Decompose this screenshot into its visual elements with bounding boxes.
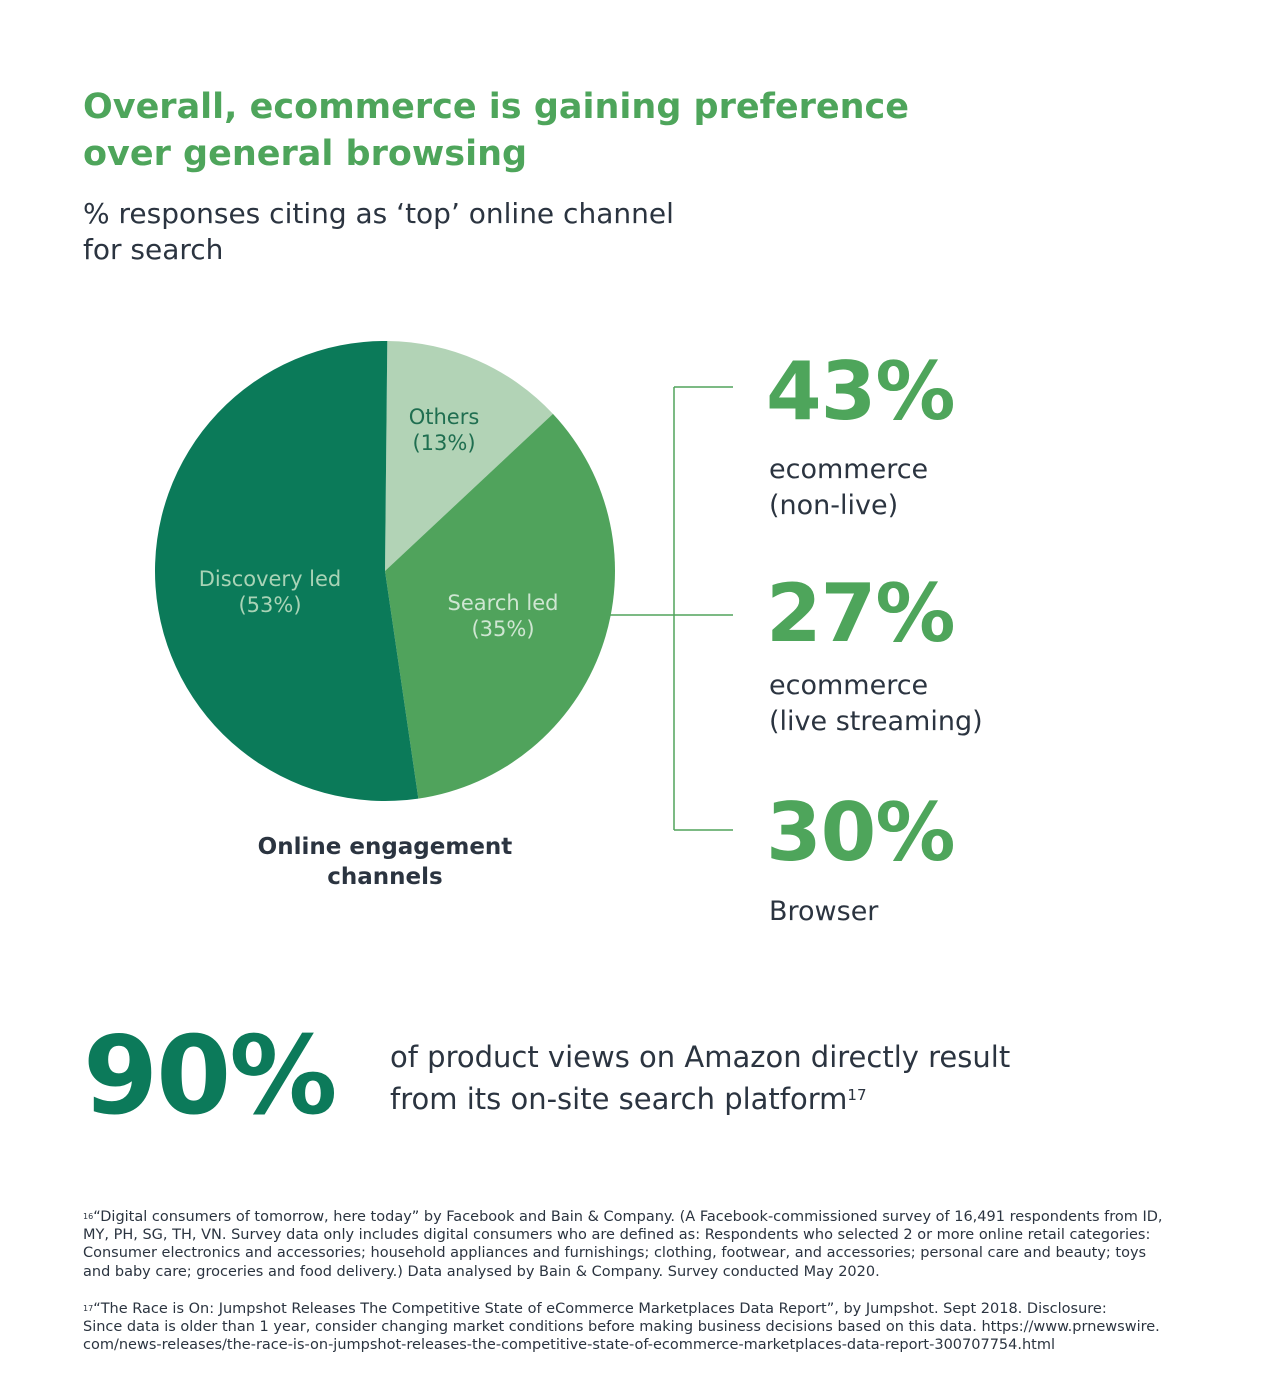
slice-label-search-led: Search led (35%) bbox=[448, 590, 559, 642]
slice-name-search-led: Search led bbox=[447, 591, 559, 615]
slice-value-search-led: (35%) bbox=[471, 617, 535, 641]
stat-label-line-2: (live streaming) bbox=[769, 706, 983, 737]
footnote-marker: 17 bbox=[83, 1304, 94, 1313]
footnote-line: “The Race is On: Jumpshot Releases The C… bbox=[93, 1301, 1107, 1317]
slice-name-discovery-led: Discovery led bbox=[198, 567, 342, 591]
stat-label-browser: Browser bbox=[769, 894, 878, 930]
footnote-line: Consumer electronics and accessories; ho… bbox=[83, 1245, 1147, 1262]
stat-label-line-2: (non-live) bbox=[769, 490, 899, 521]
page-title: Overall, ecommerce is gaining preference… bbox=[83, 84, 983, 178]
pie-slice-others bbox=[385, 341, 553, 571]
subtitle-line-1: % responses citing as ‘top’ online chann… bbox=[83, 197, 674, 230]
subtitle-line-2: for search bbox=[83, 233, 224, 266]
slice-value-discovery-led: (53%) bbox=[238, 593, 302, 617]
stat-label-line-1: Browser bbox=[769, 896, 879, 927]
footnote-line: and baby care; groceries and food delive… bbox=[83, 1263, 880, 1280]
footnote-line: MY, PH, SG, TH, VN. Survey data only inc… bbox=[83, 1227, 1151, 1244]
highlight-text: of product views on Amazon directly resu… bbox=[390, 1036, 1070, 1120]
slice-label-others: Others (13%) bbox=[409, 404, 480, 456]
pie-slice-search-led bbox=[385, 413, 615, 799]
stat-label-ecommerce-non-live: ecommerce (non-live) bbox=[769, 452, 928, 524]
slice-name-others: Others bbox=[408, 405, 480, 429]
slice-value-others: (13%) bbox=[412, 431, 476, 455]
title-line-1: Overall, ecommerce is gaining preference bbox=[83, 87, 909, 127]
footnote-17: 17“The Race is On: Jumpshot Releases The… bbox=[83, 1300, 1208, 1355]
highlight-text-line-1: of product views on Amazon directly resu… bbox=[390, 1040, 1011, 1074]
caption-line-1: Online engagement bbox=[257, 834, 513, 860]
title-line-2: over general browsing bbox=[83, 134, 528, 174]
stat-value-ecommerce-live-streaming: 27% bbox=[766, 567, 955, 660]
footnote-line: “Digital consumers of tomorrow, here tod… bbox=[93, 1209, 1163, 1225]
caption-line-2: channels bbox=[327, 864, 443, 890]
stat-label-ecommerce-live-streaming: ecommerce (live streaming) bbox=[769, 668, 983, 740]
pie-slices bbox=[154, 341, 615, 801]
highlight-footnote-ref: 17 bbox=[847, 1086, 867, 1104]
footnote-line: Since data is older than 1 year, conside… bbox=[83, 1319, 1160, 1336]
highlight-text-line-2: from its on-site search platform bbox=[390, 1082, 848, 1116]
stat-value-ecommerce-non-live: 43% bbox=[766, 345, 955, 438]
pie-slice-discovery-led bbox=[154, 341, 419, 801]
footnote-marker: 16 bbox=[83, 1212, 94, 1221]
stat-label-line-1: ecommerce bbox=[769, 454, 929, 485]
chart-caption: Online engagement channels bbox=[235, 832, 535, 892]
breakdown-connector bbox=[608, 386, 733, 831]
stat-label-line-1: ecommerce bbox=[769, 670, 929, 701]
chart-subtitle: % responses citing as ‘top’ online chann… bbox=[83, 196, 783, 268]
highlight-value: 90% bbox=[83, 1014, 338, 1139]
slice-label-discovery-led: Discovery led (53%) bbox=[199, 566, 342, 618]
stat-value-browser: 30% bbox=[766, 786, 955, 879]
footnote-16: 16“Digital consumers of tomorrow, here t… bbox=[83, 1208, 1208, 1281]
footnote-line: com/news-releases/the-race-is-on-jumpsho… bbox=[83, 1337, 1056, 1354]
